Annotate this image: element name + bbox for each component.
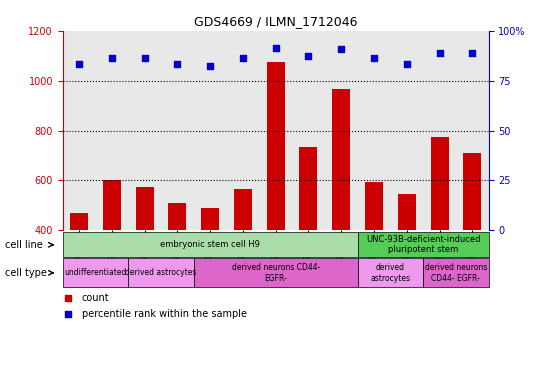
Bar bbox=[194, 31, 227, 230]
Bar bbox=[292, 31, 325, 230]
Point bbox=[108, 55, 116, 61]
Text: count: count bbox=[82, 293, 110, 303]
Bar bbox=[325, 31, 358, 230]
Bar bbox=[358, 258, 423, 287]
Point bbox=[435, 50, 444, 56]
Bar bbox=[390, 31, 423, 230]
Bar bbox=[365, 182, 383, 230]
Bar bbox=[63, 258, 128, 287]
Point bbox=[64, 295, 73, 301]
Bar bbox=[259, 31, 292, 230]
Point bbox=[206, 63, 215, 69]
Point bbox=[140, 55, 149, 61]
Bar bbox=[266, 62, 285, 230]
Text: cell line: cell line bbox=[5, 240, 43, 250]
Bar bbox=[201, 208, 219, 230]
Bar bbox=[234, 189, 252, 230]
Bar bbox=[463, 153, 482, 230]
Point bbox=[239, 55, 247, 61]
Point bbox=[64, 311, 73, 317]
Bar bbox=[358, 31, 390, 230]
Bar bbox=[70, 213, 88, 230]
Point bbox=[271, 45, 280, 51]
Bar bbox=[128, 258, 194, 287]
Bar bbox=[161, 31, 194, 230]
Text: UNC-93B-deficient-induced
pluripotent stem: UNC-93B-deficient-induced pluripotent st… bbox=[366, 235, 480, 255]
Point bbox=[75, 61, 84, 68]
Bar bbox=[456, 31, 489, 230]
Bar bbox=[168, 203, 187, 230]
Text: derived neurons CD44-
EGFR-: derived neurons CD44- EGFR- bbox=[232, 263, 320, 283]
Point bbox=[402, 61, 411, 68]
Bar bbox=[397, 194, 416, 230]
Text: derived
astrocytes: derived astrocytes bbox=[370, 263, 411, 283]
Bar bbox=[103, 180, 121, 230]
Point bbox=[173, 61, 182, 68]
Text: embryonic stem cell H9: embryonic stem cell H9 bbox=[161, 240, 260, 249]
Bar bbox=[430, 137, 449, 230]
Text: cell type: cell type bbox=[5, 268, 48, 278]
Bar bbox=[96, 31, 128, 230]
Point bbox=[468, 50, 477, 56]
Title: GDS4669 / ILMN_1712046: GDS4669 / ILMN_1712046 bbox=[194, 15, 358, 28]
Bar bbox=[358, 232, 489, 257]
Bar bbox=[423, 258, 489, 287]
Bar bbox=[63, 31, 96, 230]
Text: percentile rank within the sample: percentile rank within the sample bbox=[82, 309, 247, 319]
Point bbox=[370, 55, 378, 61]
Bar bbox=[299, 147, 317, 230]
Point bbox=[337, 46, 346, 53]
Bar bbox=[332, 89, 351, 230]
Text: undifferentiated: undifferentiated bbox=[64, 268, 127, 277]
Bar bbox=[423, 31, 456, 230]
Point bbox=[304, 53, 313, 59]
Text: derived neurons
CD44- EGFR-: derived neurons CD44- EGFR- bbox=[425, 263, 487, 283]
Bar bbox=[194, 258, 358, 287]
Bar bbox=[128, 31, 161, 230]
Text: derived astrocytes: derived astrocytes bbox=[126, 268, 197, 277]
Bar bbox=[63, 232, 358, 257]
Bar bbox=[227, 31, 259, 230]
Bar bbox=[136, 187, 154, 230]
